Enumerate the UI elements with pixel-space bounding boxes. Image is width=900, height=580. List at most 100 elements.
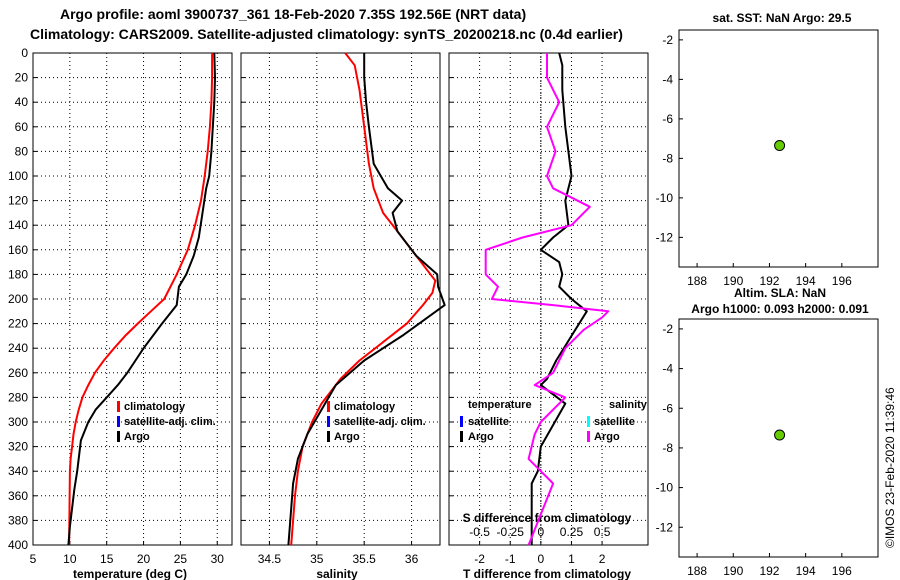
legend-satellite-swatch bbox=[117, 416, 120, 427]
depth-tick-label: 380 bbox=[8, 513, 28, 527]
lon-tick-label: 192 bbox=[759, 564, 779, 578]
salinity-axes-frame bbox=[240, 52, 441, 546]
x-tick-label: 36 bbox=[405, 552, 419, 566]
lat-tick-label: -8 bbox=[662, 441, 673, 455]
x-tick-label: 34.5 bbox=[258, 552, 282, 566]
depth-tick-label: 100 bbox=[8, 169, 28, 183]
sla-map-title: Altim. SLA: NaN bbox=[734, 286, 826, 300]
x-tick-label: 35.5 bbox=[353, 552, 377, 566]
x-tick-label: 2 bbox=[599, 552, 606, 566]
title-line-1: Argo profile: aoml 3900737_361 18-Feb-20… bbox=[60, 6, 526, 22]
depth-tick-label: 280 bbox=[8, 390, 28, 404]
x-tick-label: 20 bbox=[137, 552, 151, 566]
depth-tick-label: 0 bbox=[21, 46, 28, 60]
legend-t-argo-label: Argo bbox=[468, 431, 494, 443]
legend-climatology-label: climatology bbox=[334, 401, 396, 413]
temperature-panel: temperature (deg C) 0 20 40 60 80 100 120 140 16… bbox=[8, 46, 233, 580]
depth-tick-label: 300 bbox=[8, 415, 28, 429]
lat-tick-label: -6 bbox=[662, 401, 673, 415]
legend-temperature-title: temperature bbox=[468, 399, 532, 411]
title-line-2: Climatology: CARS2009. Satellite-adjuste… bbox=[30, 26, 623, 42]
lon-tick-label: 190 bbox=[723, 274, 743, 288]
lat-tick-label: -4 bbox=[662, 362, 673, 376]
series-line-s-diff-argo- bbox=[484, 53, 610, 546]
t-diff-xlabel: T difference from climatology bbox=[463, 567, 631, 580]
legend-s-satellite-swatch bbox=[587, 416, 590, 427]
s-diff-xlabel: S difference from climatology bbox=[463, 511, 632, 525]
sla-map-panel: Altim. SLA: NaN Argo h1000: 0.093 h2000:… bbox=[656, 286, 879, 578]
temperature-axes-frame bbox=[32, 52, 233, 546]
legend-salinity-title: salinity bbox=[609, 399, 648, 411]
temperature-legend: climatology satellite-adj. clim. Argo bbox=[117, 401, 216, 443]
x-tick-label: 1 bbox=[568, 552, 575, 566]
lat-tick-label: -2 bbox=[662, 322, 673, 336]
lat-tick-label: -10 bbox=[656, 191, 674, 205]
lon-tick-label: 194 bbox=[796, 564, 816, 578]
lat-tick-label: -2 bbox=[662, 33, 673, 47]
depth-tick-label: 240 bbox=[8, 341, 28, 355]
salinity-legend: climatology satellite-adj. clim. Argo bbox=[327, 401, 426, 443]
lon-tick-label: 196 bbox=[832, 564, 852, 578]
sla-map-subtitle: Argo h1000: 0.093 h2000: 0.091 bbox=[691, 302, 869, 316]
legend-climatology-swatch bbox=[117, 401, 120, 412]
legend-t-argo-swatch bbox=[460, 431, 463, 442]
s-diff-tick-label: 0 bbox=[538, 525, 545, 539]
legend-satellite-label: satellite-adj. clim. bbox=[124, 416, 216, 428]
series-line-climatology bbox=[68, 53, 214, 546]
legend-argo-label: Argo bbox=[334, 431, 360, 443]
x-tick-label: 35 bbox=[310, 552, 324, 566]
depth-tick-label: 40 bbox=[15, 95, 29, 109]
series-line-t-diff-argo- bbox=[530, 52, 588, 545]
depth-tick-label: 400 bbox=[8, 538, 28, 552]
lat-tick-label: -12 bbox=[656, 230, 674, 244]
depth-tick-label: 160 bbox=[8, 243, 28, 257]
legend-s-argo-label: Argo bbox=[594, 431, 620, 443]
difference-legend: temperature salinity satellite Argo sate… bbox=[460, 399, 648, 443]
depth-tick-label: 120 bbox=[8, 194, 28, 208]
sst-map-frame bbox=[678, 29, 879, 268]
copyright-footer: ©IMOS 23-Feb-2020 11:39:46 bbox=[883, 387, 897, 548]
lon-tick-label: 188 bbox=[687, 564, 707, 578]
legend-s-satellite-label: satellite bbox=[594, 416, 635, 428]
lat-tick-label: -10 bbox=[656, 481, 674, 495]
legend-climatology-swatch bbox=[327, 401, 330, 412]
s-diff-tick-label: 0.25 bbox=[560, 525, 584, 539]
difference-axes-frame bbox=[448, 52, 649, 546]
argo-location-marker bbox=[774, 140, 786, 152]
s-diff-tick-label: -0.5 bbox=[469, 525, 490, 539]
salinity-panel: salinity 34.5 35 35.5 36 bbox=[240, 52, 446, 580]
x-tick-label: 15 bbox=[100, 552, 114, 566]
x-tick-label: 5 bbox=[30, 552, 37, 566]
lon-tick-label: 188 bbox=[687, 274, 707, 288]
legend-argo-label: Argo bbox=[124, 431, 150, 443]
legend-t-satellite-label: satellite bbox=[468, 416, 509, 428]
depth-tick-label: 360 bbox=[8, 489, 28, 503]
x-tick-label: 25 bbox=[174, 552, 188, 566]
series-line-argo bbox=[287, 53, 446, 546]
x-tick-label: -1 bbox=[505, 552, 516, 566]
salinity-xlabel: salinity bbox=[316, 567, 358, 580]
x-tick-label: 10 bbox=[63, 552, 77, 566]
legend-argo-swatch bbox=[117, 431, 120, 442]
series-line-argo bbox=[67, 52, 216, 546]
sst-map-title: sat. SST: NaN Argo: 29.5 bbox=[713, 11, 852, 25]
x-tick-label: 0 bbox=[538, 552, 545, 566]
legend-satellite-swatch bbox=[327, 416, 330, 427]
temperature-xlabel: temperature (deg C) bbox=[73, 567, 187, 580]
s-diff-tick-label: -0.25 bbox=[497, 525, 525, 539]
lat-tick-label: -8 bbox=[662, 151, 673, 165]
legend-s-argo-swatch bbox=[587, 431, 590, 442]
lon-tick-label: 194 bbox=[796, 274, 816, 288]
lat-tick-label: -6 bbox=[662, 112, 673, 126]
x-tick-label: 30 bbox=[211, 552, 225, 566]
s-diff-tick-label: 0.5 bbox=[594, 525, 611, 539]
argo-location-marker bbox=[774, 429, 786, 441]
lat-tick-label: -12 bbox=[656, 520, 674, 534]
depth-tick-label: 320 bbox=[8, 440, 28, 454]
legend-satellite-label: satellite-adj. clim. bbox=[334, 416, 426, 428]
difference-panel: T difference from climatology S differen… bbox=[448, 52, 649, 580]
legend-argo-swatch bbox=[327, 431, 330, 442]
lat-tick-label: -4 bbox=[662, 72, 673, 86]
depth-tick-label: 20 bbox=[15, 71, 29, 85]
